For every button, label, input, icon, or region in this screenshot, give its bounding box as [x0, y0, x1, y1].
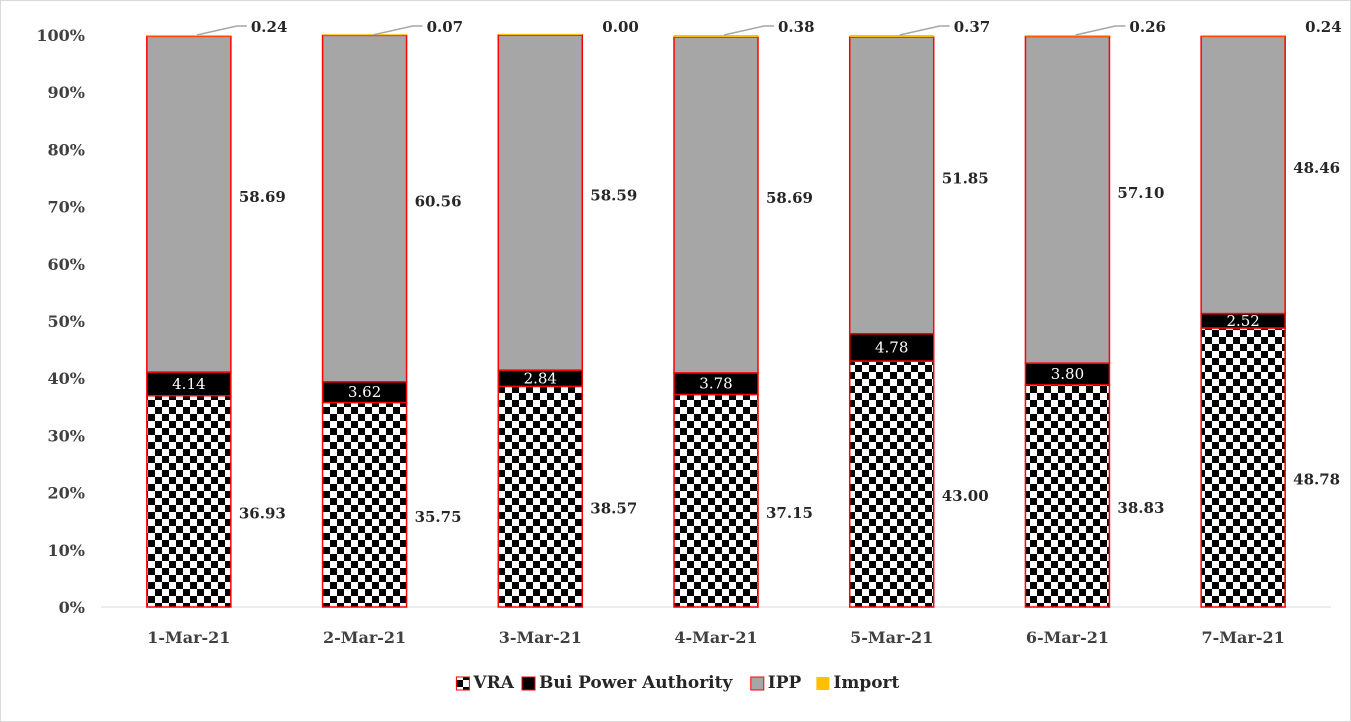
data-label-import: 0.00	[602, 18, 639, 36]
legend-label: VRA	[472, 673, 514, 693]
data-label-ipp: 57.10	[1117, 184, 1164, 202]
data-label-ipp: 48.46	[1293, 159, 1340, 177]
legend-swatch-0	[455, 676, 470, 691]
bar-group: 38.57 2.84 58.59 0.00	[497, 18, 639, 608]
bar-vra	[321, 401, 408, 608]
y-tick-label: 80%	[48, 140, 85, 159]
leader-line-import	[1075, 25, 1126, 36]
data-label-import: 0.26	[1129, 18, 1166, 36]
y-tick-label: 0%	[59, 598, 85, 617]
data-label-ipp: 60.56	[415, 193, 462, 211]
bar-bui	[848, 332, 935, 362]
data-label-bui: 2.84	[524, 369, 557, 387]
data-label-import: 0.38	[778, 18, 815, 36]
bar-vra	[1200, 327, 1286, 608]
data-label-ipp: 58.69	[239, 188, 286, 206]
bar-vra	[146, 395, 232, 608]
bar-ipp	[497, 34, 584, 371]
x-tick-label: 2-Mar-21	[323, 628, 406, 647]
data-label-bui: 2.52	[1226, 312, 1259, 330]
bar-import	[146, 35, 231, 37]
y-axis: 0% 10% 20% 30% 40% 50% 60% 70% 80% 90% 100%	[36, 26, 85, 617]
bar-ipp	[146, 35, 232, 373]
data-label-ipp: 58.69	[766, 189, 813, 207]
bar-ipp	[321, 34, 408, 383]
legend-swatch-1	[521, 676, 536, 691]
bar-import	[322, 34, 407, 36]
y-tick-label: 40%	[48, 369, 85, 388]
leader-line-import	[372, 25, 423, 36]
y-tick-label: 60%	[48, 255, 85, 274]
y-tick-label: 10%	[48, 541, 85, 560]
legend-label: Import	[833, 673, 899, 693]
x-axis: 1-Mar-21 2-Mar-21 3-Mar-21 4-Mar-21 5-Mar-21…	[147, 628, 1284, 647]
leader-line-import	[723, 25, 774, 36]
bar-vra	[497, 385, 584, 608]
y-tick-label: 90%	[48, 83, 85, 102]
bar-vra	[848, 360, 935, 608]
bar-ipp	[1200, 35, 1286, 315]
data-label-bui: 4.14	[172, 375, 205, 393]
data-label-vra: 36.93	[239, 504, 286, 522]
data-label-import: 0.07	[427, 18, 464, 36]
data-label-bui: 3.80	[1051, 365, 1084, 383]
data-label-bui: 3.62	[348, 383, 381, 401]
bar-import	[1025, 35, 1110, 37]
data-label-vra: 43.00	[942, 487, 989, 505]
leader-line-import	[899, 25, 950, 36]
bar-import	[849, 35, 934, 38]
y-tick-label: 30%	[48, 426, 85, 445]
legend-swatch-3	[816, 677, 830, 690]
bar-group: 43.00 4.78 51.85 0.37	[848, 18, 991, 608]
data-label-vra: 48.78	[1293, 470, 1340, 488]
bar-ipp	[673, 36, 759, 374]
data-label-bui: 3.78	[699, 375, 732, 393]
bar-ipp	[848, 36, 935, 335]
data-label-bui: 4.78	[875, 338, 908, 356]
bar-import	[674, 35, 758, 38]
x-tick-label: 6-Mar-21	[1026, 628, 1109, 647]
x-tick-label: 3-Mar-21	[499, 628, 582, 647]
bar-group: 48.78 2.52 48.46 0.24	[1200, 18, 1342, 608]
data-label-import: 0.24	[1305, 18, 1342, 36]
y-tick-label: 50%	[48, 312, 85, 331]
bar-group: 36.93 4.14 58.69 0.24	[146, 18, 288, 608]
bar-group: 38.83 3.80 57.10 0.26	[1024, 18, 1166, 608]
data-label-vra: 38.57	[590, 500, 637, 518]
y-tick-label: 70%	[48, 198, 85, 217]
legend-label: Bui Power Authority	[539, 673, 733, 693]
y-tick-label: 100%	[36, 26, 85, 45]
data-label-import: 0.37	[954, 18, 991, 36]
x-tick-label: 1-Mar-21	[147, 628, 230, 647]
bar-import	[1201, 35, 1286, 37]
data-label-vra: 37.15	[766, 504, 813, 522]
data-label-vra: 38.83	[1117, 499, 1164, 517]
data-label-ipp: 58.59	[590, 187, 637, 205]
data-label-vra: 35.75	[415, 508, 462, 526]
x-tick-label: 5-Mar-21	[850, 628, 933, 647]
bar-group: 35.75 3.62 60.56 0.07	[321, 18, 464, 608]
data-label-import: 0.24	[251, 18, 288, 36]
x-tick-label: 4-Mar-21	[674, 628, 757, 647]
bar-group: 37.15 3.78 58.69 0.38	[673, 18, 815, 608]
legend-label: IPP	[768, 673, 802, 693]
bars: 36.93 4.14 58.69 0.24 35.75 3.62 60.56 0.07 38.5…	[146, 18, 1342, 608]
data-label-ipp: 51.85	[942, 169, 989, 187]
legend: VRA Bui Power Authority IPP Import	[455, 673, 900, 693]
y-tick-label: 20%	[48, 484, 85, 503]
legend-swatch-2	[750, 676, 765, 691]
bar-vra	[1024, 384, 1111, 608]
bar-import	[498, 33, 583, 35]
bar-vra	[673, 393, 759, 608]
bar-ipp	[1024, 35, 1111, 364]
leader-line-import	[196, 25, 247, 36]
x-tick-label: 7-Mar-21	[1202, 628, 1285, 647]
